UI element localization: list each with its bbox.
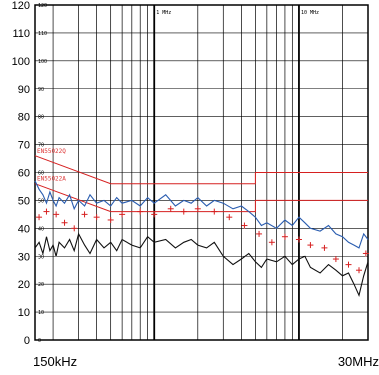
- y-inner-label: 20: [38, 282, 44, 288]
- data-marker: [211, 208, 218, 215]
- y-tick-label: 20: [18, 279, 30, 291]
- data-marker: [226, 214, 233, 221]
- y-tick-label: 10: [18, 307, 30, 319]
- data-marker: [151, 211, 158, 218]
- series-line: [34, 183, 368, 213]
- y-tick-labels: 0 10 20 30 40 50 60 70 80 90 100 110 120: [12, 0, 30, 347]
- data-marker: [256, 230, 263, 237]
- data-marker: [137, 208, 144, 215]
- data-marker: [81, 211, 88, 218]
- y-tick-label: 70: [18, 140, 30, 152]
- data-marker: [194, 205, 201, 212]
- y-inner-label: 50: [38, 198, 44, 204]
- series-line: [34, 155, 368, 185]
- data-marker: [321, 244, 328, 251]
- data-marker: [71, 225, 78, 232]
- y-tick-label: 60: [18, 168, 30, 180]
- y-tick-label: 120: [12, 0, 30, 12]
- data-marker: [61, 219, 68, 226]
- y-inner-label: 90: [38, 87, 44, 93]
- y-inner-label: 110: [38, 31, 47, 37]
- data-marker: [332, 256, 339, 263]
- y-tick-label: 50: [18, 195, 30, 207]
- x-top-label: 10 MHz: [301, 10, 319, 16]
- x-top-labels: 1 MHz 10 MHz: [156, 10, 319, 16]
- x-top-label: 1 MHz: [156, 10, 171, 16]
- series-line: [34, 180, 369, 249]
- data-marker: [93, 214, 100, 221]
- series-line: [34, 232, 369, 297]
- data-marker: [295, 236, 302, 243]
- y-inner-label: 40: [38, 226, 44, 232]
- y-inner-label: 80: [38, 115, 44, 121]
- data-marker: [362, 250, 369, 257]
- data-marker: [53, 211, 60, 218]
- data-marker: [180, 208, 187, 215]
- data-marker: [107, 216, 114, 223]
- x-left-label: 150kHz: [33, 354, 77, 369]
- data-marker: [241, 222, 248, 229]
- y-tick-label: 90: [18, 84, 30, 96]
- y-inner-label: 0: [38, 338, 41, 344]
- series-group: [34, 155, 369, 297]
- limit-labels: EN55022Q EN55022A: [37, 148, 66, 183]
- x-right-label: 30MHz: [338, 354, 379, 369]
- data-marker: [345, 261, 352, 268]
- limit-label: EN55022A: [37, 176, 66, 183]
- y-inner-label: 120: [38, 3, 47, 9]
- y-tick-label: 100: [12, 56, 30, 68]
- data-marker: [268, 239, 275, 246]
- data-marker: [167, 205, 174, 212]
- limit-label: EN55022Q: [37, 148, 66, 155]
- y-tick-label: 0: [24, 335, 30, 347]
- y-inner-label: 10: [38, 310, 44, 316]
- y-inner-label: 60: [38, 171, 44, 177]
- y-inner-label: 100: [38, 59, 47, 65]
- y-tick-label: 110: [12, 28, 30, 40]
- y-tick-label: 40: [18, 223, 30, 235]
- marker-group: [36, 205, 369, 274]
- y-tick-label: 30: [18, 251, 30, 263]
- y-tick-label: 80: [18, 112, 30, 124]
- data-marker: [43, 208, 50, 215]
- y-inner-label: 70: [38, 143, 44, 149]
- y-inner-label: 30: [38, 254, 44, 260]
- data-marker: [307, 242, 314, 249]
- data-marker: [356, 267, 363, 274]
- data-marker: [281, 233, 288, 240]
- data-marker: [119, 211, 126, 218]
- data-marker: [36, 214, 43, 221]
